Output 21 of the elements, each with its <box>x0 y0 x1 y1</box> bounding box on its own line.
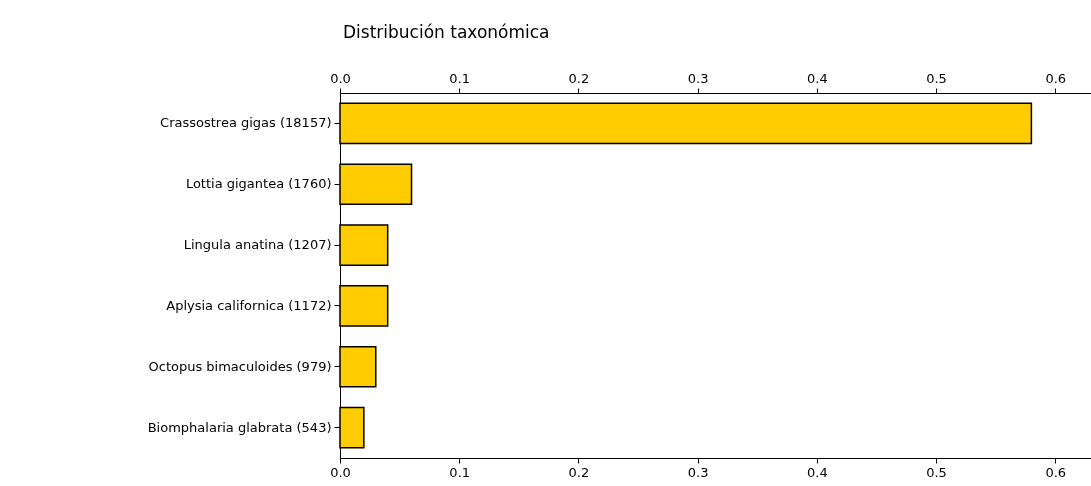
x2-tick-label: 0.3 <box>687 70 709 86</box>
x-tick-label: 0.1 <box>449 464 471 480</box>
x2-tick-label: 0.1 <box>449 70 471 86</box>
y-tick-label: Octopus bimaculoides (979) <box>148 358 332 374</box>
x-tick-label: 0.4 <box>806 464 828 480</box>
x2-tick-label: 0.6 <box>1045 70 1067 86</box>
x2-tick-label: 0.4 <box>806 70 828 86</box>
y-tick-label: Lingula anatina (1207) <box>183 237 332 253</box>
chart-title: Distribución taxonómica <box>343 22 550 42</box>
x2-tick-label: 0.0 <box>330 70 351 86</box>
x-tick-label: 0.3 <box>687 464 709 480</box>
y-tick-label: Crassostrea gigas (18157) <box>160 115 332 131</box>
x-tick-label: 0.6 <box>1045 464 1067 480</box>
y-tick-label: Biomphalaria glabrata (543) <box>147 419 332 435</box>
x2-tick-label: 0.5 <box>926 70 947 86</box>
x-tick-label: 0.2 <box>568 464 590 480</box>
x2-tick-label: 0.2 <box>568 70 590 86</box>
x-tick-label: 0.5 <box>926 464 947 480</box>
y-tick-label: Lottia gigantea (1760) <box>185 176 332 192</box>
y-tick-label: Aplysia californica (1172) <box>166 297 332 313</box>
x-tick-label: 0.0 <box>330 464 351 480</box>
